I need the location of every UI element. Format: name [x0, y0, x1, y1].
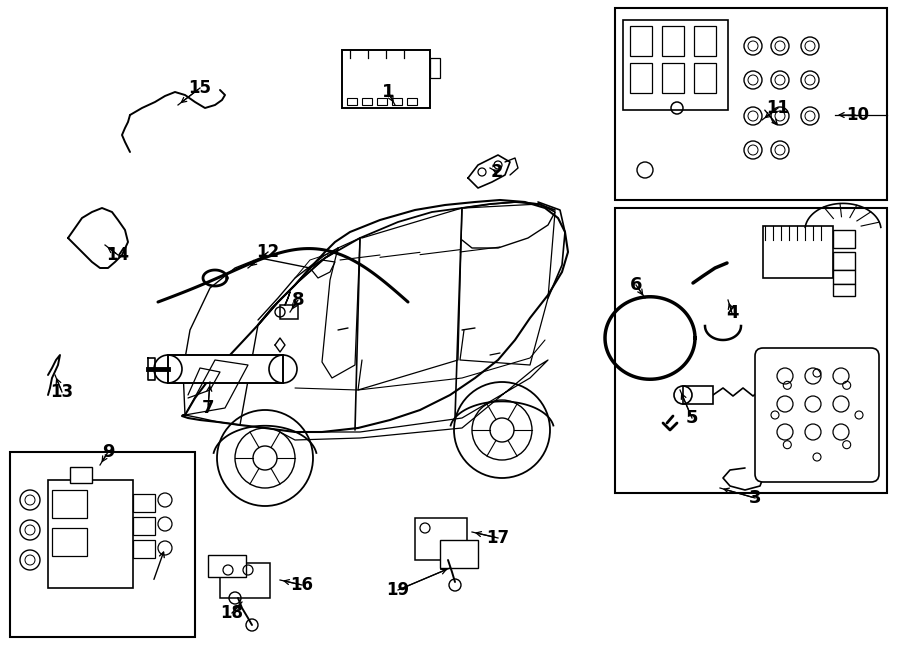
Text: 1: 1	[382, 83, 394, 101]
Bar	[10, 452, 195, 637]
Text: 17: 17	[486, 529, 509, 547]
Bar	[430, 58, 440, 78]
Bar	[630, 63, 652, 93]
Bar	[70, 467, 92, 483]
Text: 4: 4	[725, 304, 738, 322]
Bar	[683, 386, 713, 404]
Bar	[377, 98, 387, 105]
Bar	[133, 540, 155, 558]
Text: 15: 15	[188, 79, 212, 97]
Bar	[694, 26, 716, 56]
Bar	[833, 284, 855, 296]
Bar	[133, 517, 155, 535]
Bar	[52, 490, 87, 518]
Bar	[208, 555, 246, 577]
Text: 8: 8	[292, 291, 304, 309]
Bar	[133, 494, 155, 512]
Bar	[833, 252, 855, 270]
Bar	[415, 518, 467, 560]
Text: 9: 9	[102, 443, 114, 461]
Bar	[694, 63, 716, 93]
Bar	[168, 355, 283, 383]
Text: 6: 6	[630, 276, 643, 294]
Bar	[280, 305, 298, 319]
Text: 19: 19	[386, 581, 410, 599]
Bar	[623, 20, 728, 110]
Text: 16: 16	[291, 576, 313, 594]
Bar	[392, 98, 402, 105]
Bar	[615, 208, 887, 493]
Bar	[662, 63, 684, 93]
Text: 10: 10	[847, 106, 869, 124]
FancyBboxPatch shape	[755, 348, 879, 482]
Text: 12: 12	[256, 243, 280, 261]
Bar	[763, 226, 833, 278]
Bar	[347, 98, 357, 105]
Text: 3: 3	[749, 489, 761, 507]
Text: 7: 7	[202, 399, 214, 417]
Bar	[440, 540, 478, 568]
Text: 5: 5	[686, 409, 698, 427]
Text: 14: 14	[106, 246, 130, 264]
Bar	[407, 98, 417, 105]
Bar	[362, 98, 372, 105]
Text: 13: 13	[50, 383, 74, 401]
Bar	[833, 230, 855, 248]
Bar	[48, 480, 133, 588]
Bar	[833, 270, 855, 284]
Text: 2: 2	[491, 163, 503, 181]
Text: 11: 11	[767, 99, 789, 117]
Text: 18: 18	[220, 604, 244, 622]
Bar	[220, 563, 270, 598]
Bar	[662, 26, 684, 56]
Bar	[52, 528, 87, 556]
Bar	[342, 50, 430, 108]
Bar	[630, 26, 652, 56]
Bar	[615, 8, 887, 200]
